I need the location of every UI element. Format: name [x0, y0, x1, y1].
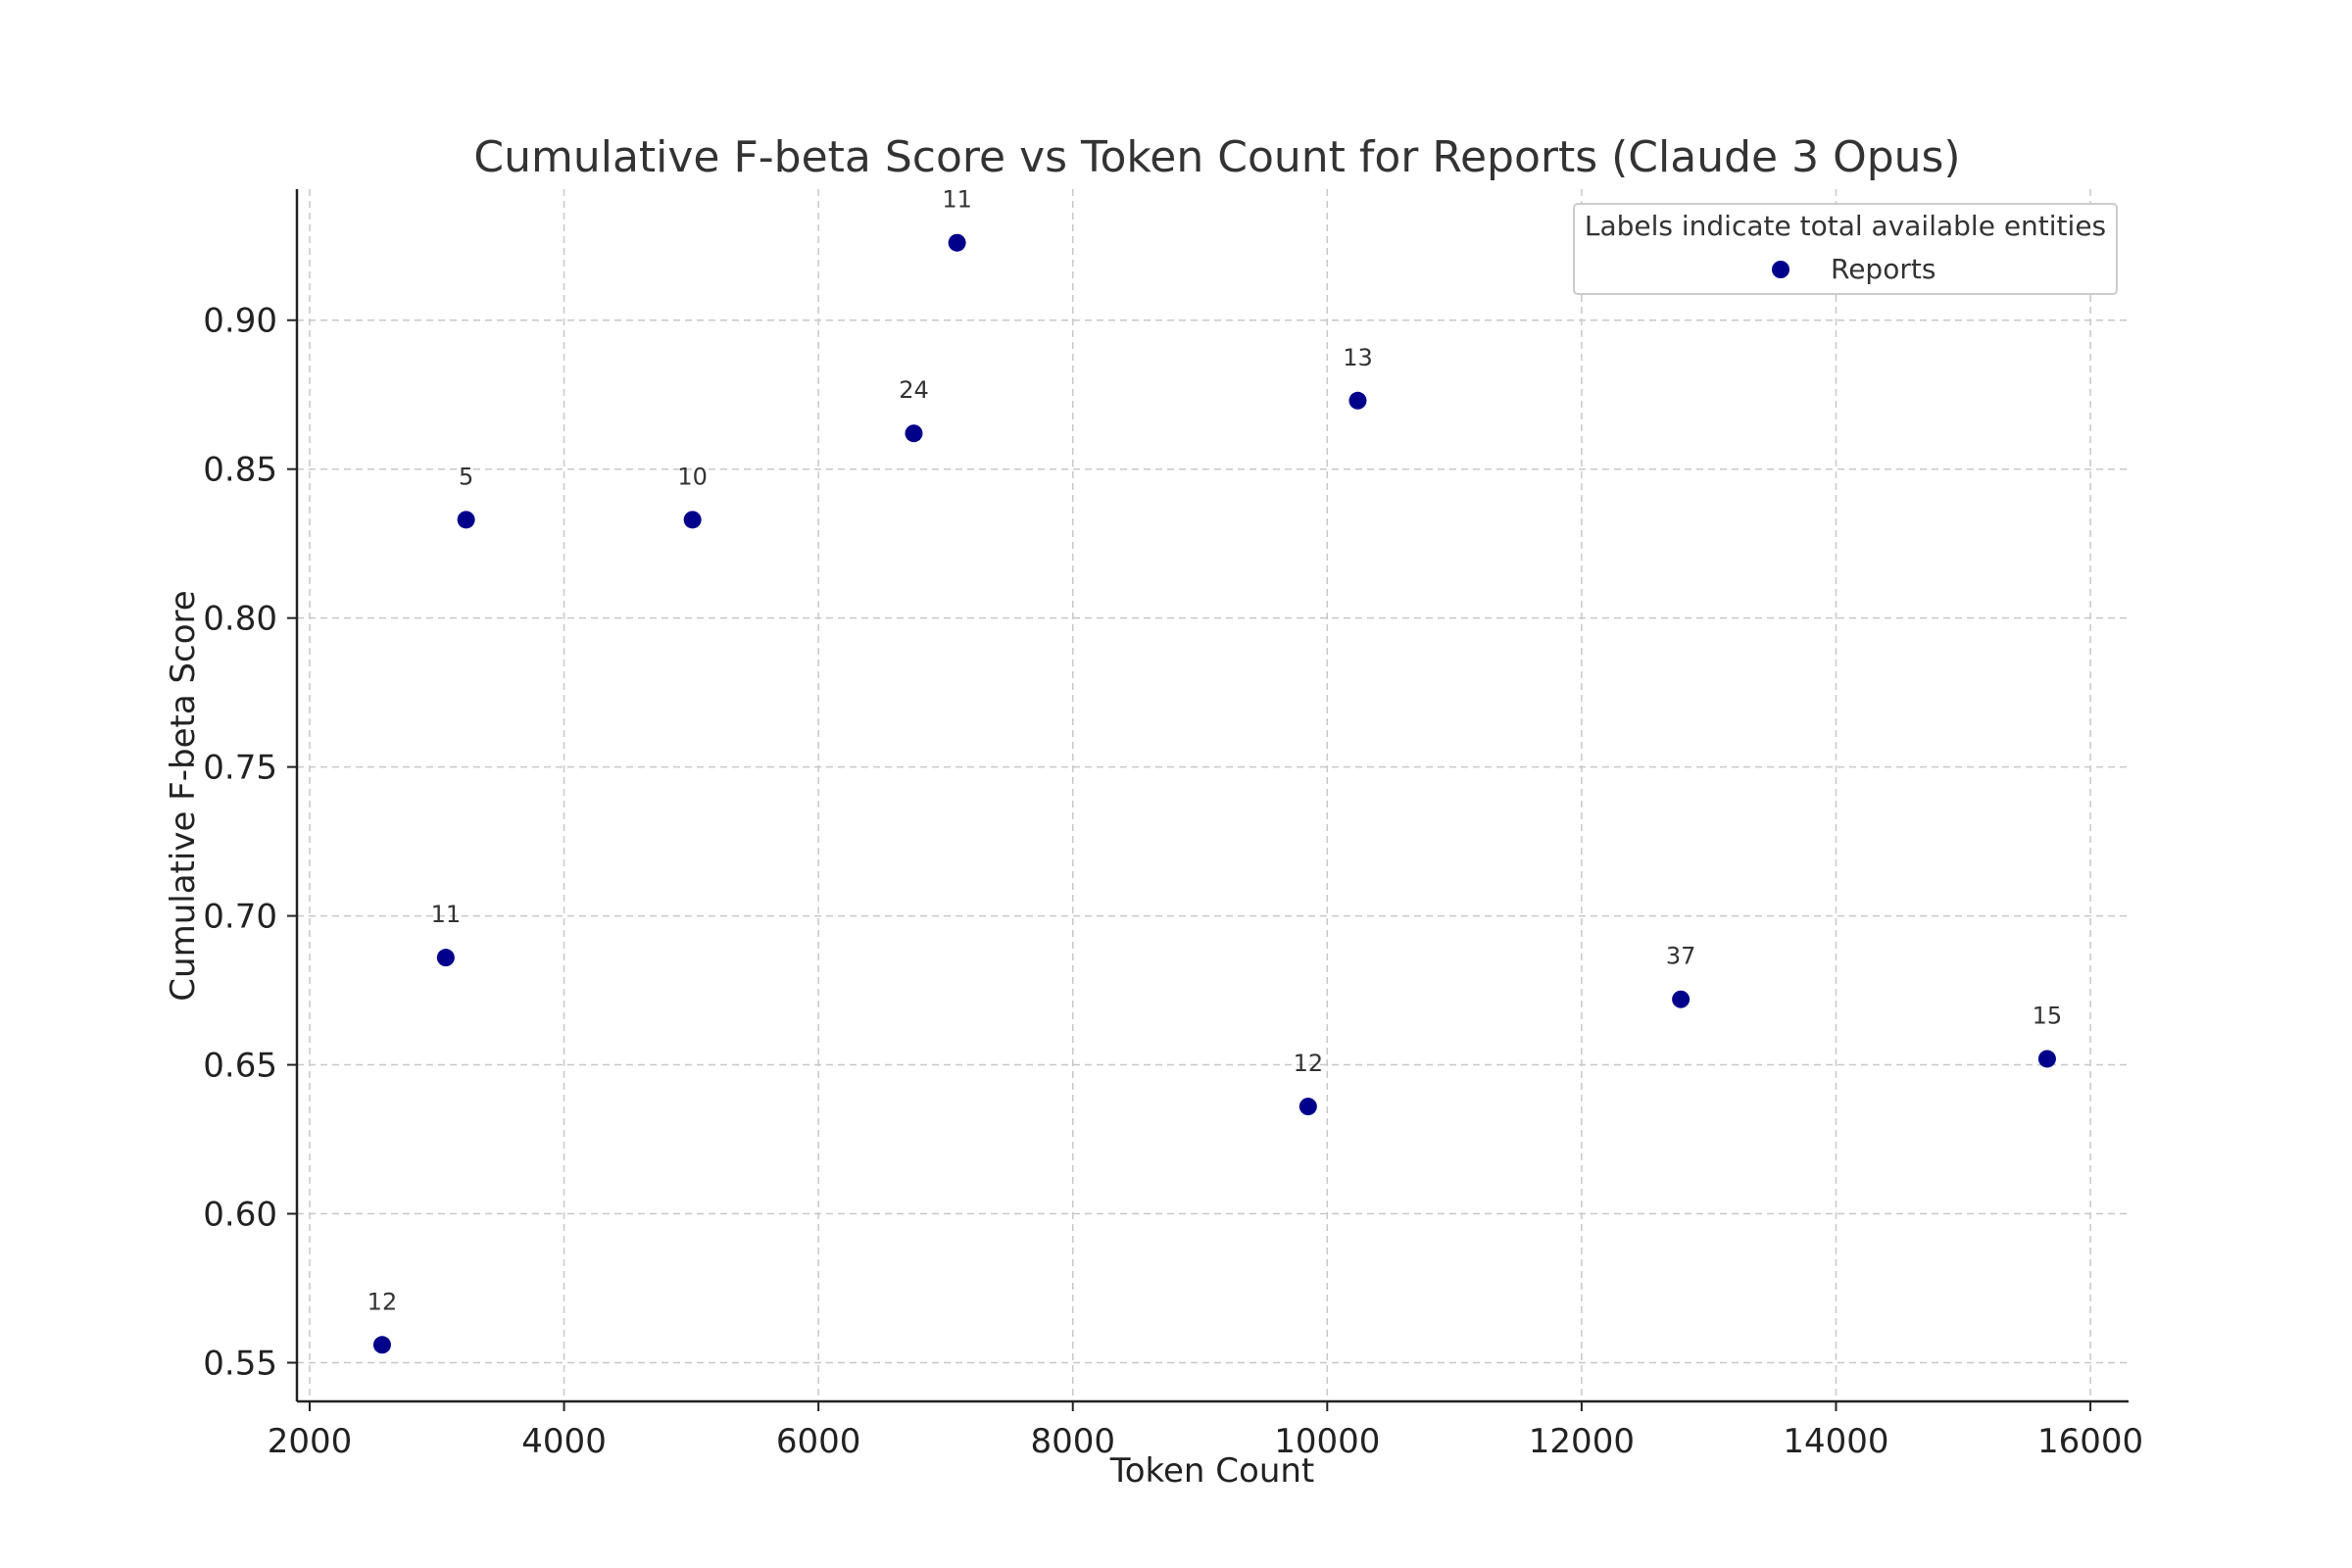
- x-tick-label: 2000: [268, 1422, 353, 1461]
- point-label: 13: [1343, 344, 1373, 371]
- y-tick-label: 0.60: [203, 1196, 277, 1235]
- x-tick-label: 10000: [1274, 1422, 1380, 1461]
- x-tick-label: 14000: [1783, 1422, 1888, 1461]
- x-axis-label: Token Count: [1109, 1451, 1315, 1491]
- x-tick-label: 6000: [776, 1422, 861, 1461]
- y-tick-label: 0.80: [203, 600, 277, 639]
- data-point: [948, 233, 966, 252]
- legend: Labels indicate total available entities…: [1573, 203, 2118, 295]
- y-tick-label: 0.70: [203, 898, 277, 937]
- point-labels: 12 11 5 10 24 11 12 13 37 15: [368, 186, 2063, 1316]
- point-label: 11: [942, 186, 972, 214]
- y-axis-label: Cumulative F-beta Score: [164, 590, 203, 1001]
- point-label: 12: [368, 1288, 398, 1315]
- y-tick-label: 0.90: [203, 302, 277, 341]
- y-tick-label: 0.75: [203, 749, 277, 788]
- x-tick-label: 8000: [1030, 1422, 1115, 1461]
- data-point: [1298, 1098, 1317, 1116]
- point-label: 15: [2033, 1002, 2063, 1029]
- data-point: [905, 424, 923, 443]
- data-point: [457, 511, 475, 529]
- data-point: [1672, 990, 1690, 1008]
- point-label: 5: [459, 463, 473, 490]
- point-label: 10: [677, 463, 708, 490]
- chart-title: Cumulative F-beta Score vs Token Count f…: [473, 132, 1960, 182]
- legend-marker: [1772, 261, 1789, 278]
- legend-box: [1573, 203, 2118, 295]
- y-tick-label: 0.65: [203, 1047, 277, 1086]
- data-point: [683, 511, 702, 529]
- tick-labels: 2000 4000 6000 8000 10000 12000 14000 16000 0.55…: [203, 302, 2143, 1461]
- axes: [287, 189, 2129, 1411]
- point-label: 12: [1294, 1050, 1324, 1077]
- x-tick-label: 12000: [1529, 1422, 1635, 1461]
- x-tick-label: 4000: [521, 1422, 607, 1461]
- grid-lines: [297, 189, 2129, 1401]
- x-tick-label: 16000: [2037, 1422, 2143, 1461]
- data-point: [1348, 391, 1367, 410]
- data-points: [372, 233, 2056, 1354]
- point-label: 24: [899, 376, 929, 404]
- data-point: [372, 1336, 391, 1354]
- y-tick-label: 0.55: [203, 1344, 277, 1383]
- data-point: [2037, 1050, 2056, 1068]
- data-point: [436, 949, 455, 967]
- legend-entry-reports: Reports: [1831, 253, 1936, 285]
- y-tick-label: 0.85: [203, 451, 277, 490]
- point-label: 37: [1666, 943, 1696, 970]
- legend-title: Labels indicate total available entities: [1585, 210, 2106, 242]
- point-label: 11: [431, 901, 462, 928]
